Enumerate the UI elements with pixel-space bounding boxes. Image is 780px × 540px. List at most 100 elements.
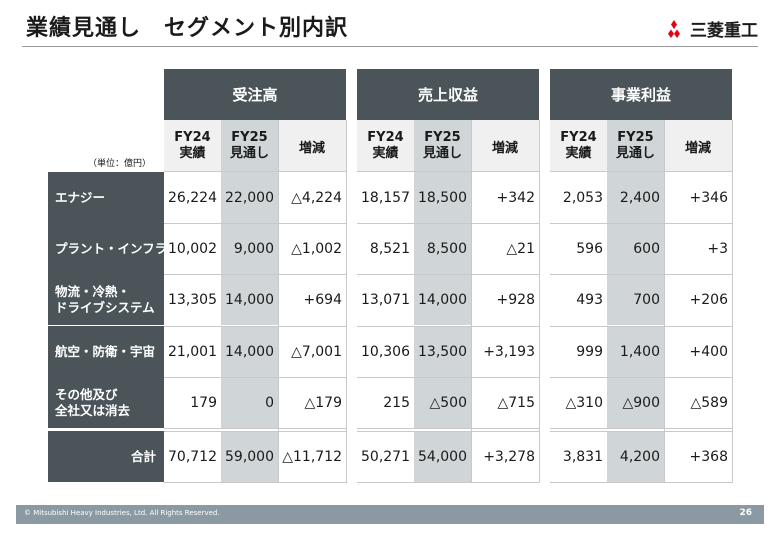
col-header-orders-fy24-actual: FY24 実績: [164, 120, 221, 172]
cell-profit-change: +368: [664, 431, 732, 482]
table-gridline: [357, 274, 539, 275]
table-gridline: [357, 326, 539, 327]
cell-revenue-fy25-forecast: △500: [414, 377, 471, 428]
cell-profit-fy25-forecast: 1,400: [607, 326, 664, 377]
table-gridline: [471, 120, 472, 482]
row-label: その他及び 全社又は消去: [48, 377, 164, 428]
table-gridline: [357, 431, 539, 432]
row-label: 物流・冷熱・ ドライブシステム: [48, 274, 164, 325]
cell-orders-fy24-actual: 21,001: [164, 326, 221, 377]
cell-revenue-change: +3,278: [471, 431, 539, 482]
table-gridline: [164, 377, 346, 378]
table-gridline: [357, 428, 539, 429]
cell-orders-fy25-forecast: 9,000: [221, 223, 278, 274]
page-number: 26: [739, 508, 752, 518]
col-header-profit-change: 増減: [664, 120, 732, 172]
cell-orders-change: +694: [278, 274, 346, 325]
table-gridline: [550, 431, 732, 432]
cell-profit-change: +400: [664, 326, 732, 377]
cell-orders-fy24-actual: 10,002: [164, 223, 221, 274]
table-gridline: [664, 120, 665, 482]
group-header-profit: 事業利益: [550, 69, 732, 120]
cell-orders-fy25-forecast: 0: [221, 377, 278, 428]
table-gridline: [164, 431, 346, 432]
cell-profit-fy24-actual: 596: [550, 223, 607, 274]
row-label: 航空・防衛・宇宙: [48, 326, 164, 377]
cell-profit-fy24-actual: 999: [550, 326, 607, 377]
table-gridline: [346, 120, 347, 483]
cell-revenue-fy25-forecast: 14,000: [414, 274, 471, 325]
table-gridline: [550, 223, 732, 224]
cell-orders-fy24-actual: 13,305: [164, 274, 221, 325]
cell-revenue-change: +342: [471, 172, 539, 223]
cell-profit-fy24-actual: 493: [550, 274, 607, 325]
cell-profit-change: +206: [664, 274, 732, 325]
row-label: 合計: [48, 431, 164, 482]
title-divider: [22, 46, 758, 47]
row-label: エナジー: [48, 172, 164, 223]
cell-revenue-change: △21: [471, 223, 539, 274]
row-label: プラント・インフラ: [48, 223, 164, 274]
cell-orders-fy24-actual: 179: [164, 377, 221, 428]
cell-revenue-change: △715: [471, 377, 539, 428]
cell-revenue-fy25-forecast: 13,500: [414, 326, 471, 377]
logo-text: 三菱重工: [690, 21, 758, 41]
table-gridline: [164, 171, 346, 172]
cell-orders-fy25-forecast: 14,000: [221, 326, 278, 377]
cell-revenue-fy25-forecast: 8,500: [414, 223, 471, 274]
col-header-orders-change: 増減: [278, 120, 346, 172]
footer-bar: © Mitsubishi Heavy Industries, Ltd. All …: [16, 505, 764, 524]
cell-profit-fy25-forecast: △900: [607, 377, 664, 428]
cell-orders-fy25-forecast: 22,000: [221, 172, 278, 223]
copyright-text: © Mitsubishi Heavy Industries, Ltd. All …: [24, 509, 220, 517]
cell-profit-fy25-forecast: 700: [607, 274, 664, 325]
group-header-orders: 受注高: [164, 69, 346, 120]
table-gridline: [357, 223, 539, 224]
cell-revenue-fy24-actual: 18,157: [357, 172, 414, 223]
table-gridline: [357, 171, 539, 172]
table-gridline: [550, 428, 732, 429]
table-gridline: [278, 120, 279, 482]
table-gridline: [164, 326, 346, 327]
col-header-orders-fy25-forecast: FY25 見通し: [221, 120, 278, 172]
cell-profit-change: +346: [664, 172, 732, 223]
group-header-revenue: 売上収益: [357, 69, 539, 120]
table-gridline: [550, 482, 732, 483]
cell-orders-change: △179: [278, 377, 346, 428]
table-gridline: [357, 377, 539, 378]
table-gridline: [550, 326, 732, 327]
cell-profit-fy24-actual: 2,053: [550, 172, 607, 223]
col-header-profit-fy25-forecast: FY25 見通し: [607, 120, 664, 172]
cell-profit-fy25-forecast: 2,400: [607, 172, 664, 223]
cell-profit-change: △589: [664, 377, 732, 428]
cell-revenue-fy24-actual: 13,071: [357, 274, 414, 325]
table-gridline: [164, 428, 346, 429]
cell-profit-fy25-forecast: 4,200: [607, 431, 664, 482]
col-header-revenue-fy24-actual: FY24 実績: [357, 120, 414, 172]
table-gridline: [539, 120, 540, 483]
cell-revenue-fy24-actual: 10,306: [357, 326, 414, 377]
col-header-revenue-change: 増減: [471, 120, 539, 172]
cell-revenue-fy25-forecast: 54,000: [414, 431, 471, 482]
cell-orders-fy24-actual: 26,224: [164, 172, 221, 223]
cell-profit-change: +3: [664, 223, 732, 274]
cell-revenue-fy24-actual: 8,521: [357, 223, 414, 274]
col-header-revenue-fy25-forecast: FY25 見通し: [414, 120, 471, 172]
table-gridline: [732, 120, 733, 483]
cell-profit-fy24-actual: 3,831: [550, 431, 607, 482]
cell-orders-fy24-actual: 70,712: [164, 431, 221, 482]
table-gridline: [164, 482, 346, 483]
table-gridline: [550, 377, 732, 378]
cell-revenue-fy25-forecast: 18,500: [414, 172, 471, 223]
cell-orders-change: △7,001: [278, 326, 346, 377]
cell-orders-change: △1,002: [278, 223, 346, 274]
cell-orders-fy25-forecast: 14,000: [221, 274, 278, 325]
cell-revenue-change: +3,193: [471, 326, 539, 377]
table-gridline: [357, 482, 539, 483]
cell-orders-fy25-forecast: 59,000: [221, 431, 278, 482]
page-title: 業績見通し セグメント別内訳: [26, 16, 349, 41]
three-diamonds-logo-icon: [668, 19, 680, 38]
cell-revenue-change: +928: [471, 274, 539, 325]
cell-revenue-fy24-actual: 215: [357, 377, 414, 428]
cell-orders-change: △4,224: [278, 172, 346, 223]
